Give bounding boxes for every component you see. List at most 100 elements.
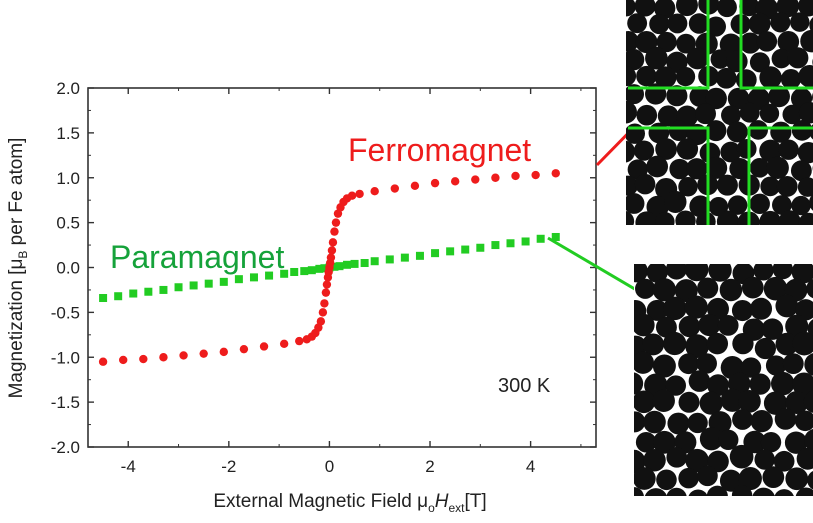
- nanoparticle: [634, 372, 644, 395]
- nanoparticle: [759, 103, 780, 124]
- nanoparticle: [716, 174, 738, 196]
- ferromagnet-point: [330, 227, 339, 236]
- paramagnet-point: [506, 239, 515, 248]
- paramagnet-leader-line: [547, 236, 651, 300]
- nanoparticle: [646, 299, 668, 321]
- nanoparticle: [684, 264, 709, 282]
- ferromagnet-point: [333, 209, 343, 218]
- nanoparticle: [678, 467, 699, 489]
- nanoparticle: [699, 391, 723, 415]
- nanoparticle: [707, 450, 729, 473]
- nanoparticle: [686, 47, 709, 70]
- nanoparticle: [696, 211, 716, 225]
- nanoparticle: [635, 278, 656, 299]
- nanoparticle: [707, 374, 729, 397]
- nanoparticle: [646, 264, 668, 283]
- nanoparticle: [760, 432, 782, 453]
- nanoparticle: [717, 315, 739, 336]
- y-tick-label: 1.5: [56, 124, 80, 143]
- nanoparticle: [665, 375, 687, 396]
- nanoparticle: [646, 155, 669, 178]
- nanoparticle: [717, 429, 739, 451]
- nanoparticle: [719, 469, 743, 492]
- nanoparticle: [719, 33, 742, 56]
- ferromagnet-point: [139, 354, 148, 364]
- paramagnet-point: [174, 283, 183, 292]
- nanoparticle: [785, 467, 809, 491]
- ferromagnet-point: [316, 317, 326, 326]
- x-axis-label-h: H: [435, 491, 449, 512]
- nanoparticle: [652, 278, 676, 302]
- nanoparticle: [626, 48, 645, 71]
- nanoparticle: [705, 156, 728, 179]
- nanoparticle: [666, 446, 688, 468]
- ferromagnet-point: [318, 308, 328, 317]
- x-axis-label-part-1: External Magnetic Field μ: [213, 491, 428, 512]
- ferromagnet-point: [119, 355, 128, 365]
- paramagnet-point: [330, 262, 339, 271]
- paramagnet-point: [129, 289, 138, 298]
- nanoparticle: [726, 121, 748, 143]
- nanoparticle: [643, 448, 666, 472]
- nanoparticle: [634, 173, 656, 195]
- nanoparticle: [800, 29, 813, 53]
- nanoparticle: [754, 449, 775, 470]
- nanoparticle: [666, 487, 687, 496]
- x-tick-label: -4: [121, 457, 136, 476]
- nanoparticle: [633, 140, 655, 161]
- nanoparticle: [626, 100, 637, 124]
- ferromagnet-point: [355, 189, 364, 199]
- nanoparticle: [771, 48, 792, 69]
- nanoparticle: [727, 87, 750, 110]
- paramagnet-point: [144, 287, 153, 296]
- nanoparticle: [739, 0, 760, 17]
- paramagnet-point: [204, 279, 213, 288]
- nanoparticle: [626, 211, 635, 225]
- ferromagnet-point: [179, 351, 188, 360]
- nanoparticle: [676, 33, 696, 54]
- ferromagnet-point: [259, 342, 269, 351]
- nanoparticle: [706, 297, 729, 320]
- ferromagnet-point: [430, 178, 440, 188]
- nanoparticle: [708, 264, 732, 282]
- nanoparticle: [737, 389, 761, 413]
- nanoparticle: [706, 332, 729, 355]
- nanoparticle: [675, 66, 696, 87]
- nanoparticle: [729, 158, 751, 180]
- x-axis-label-subscript-ext: ext: [449, 501, 466, 515]
- paramagnet-point: [219, 277, 228, 286]
- nanoparticle: [782, 104, 802, 125]
- nanoparticle: [634, 467, 656, 490]
- nanoparticle: [738, 466, 762, 491]
- y-tick-label: -2.0: [51, 438, 80, 457]
- nanoparticle: [689, 86, 711, 107]
- nanoparticle: [654, 66, 677, 89]
- nanoparticle: [716, 210, 739, 225]
- nanoparticle: [696, 353, 717, 374]
- nanoparticle: [635, 211, 658, 225]
- temperature-label: 300 K: [498, 375, 551, 397]
- x-tick-label: 0: [325, 457, 334, 476]
- y-tick-label: 0.0: [56, 259, 80, 278]
- nanoparticle: [698, 314, 721, 337]
- ferromagnet-point: [370, 187, 379, 196]
- paramagnet-point: [114, 292, 123, 301]
- y-tick-label: -1.5: [51, 393, 80, 412]
- nanoparticle: [768, 85, 790, 108]
- nanoparticle: [806, 279, 813, 299]
- ferromagnet-point: [295, 336, 304, 346]
- ferromagnet-point: [239, 344, 249, 354]
- nanoparticle: [785, 391, 809, 414]
- nanoparticle: [784, 431, 808, 454]
- paramagnet-point: [385, 255, 394, 264]
- y-axis-label-part-1: Magnetization [μ: [6, 259, 27, 399]
- grain-boundary-bottom-left: [628, 126, 710, 225]
- nanoparticle: [634, 313, 655, 337]
- nanoparticle: [678, 176, 698, 197]
- nanoparticle: [803, 390, 813, 413]
- nanoparticle: [676, 138, 699, 160]
- paramagnet-point: [350, 259, 359, 268]
- nanoparticle: [688, 489, 708, 496]
- nanoparticle: [797, 141, 813, 164]
